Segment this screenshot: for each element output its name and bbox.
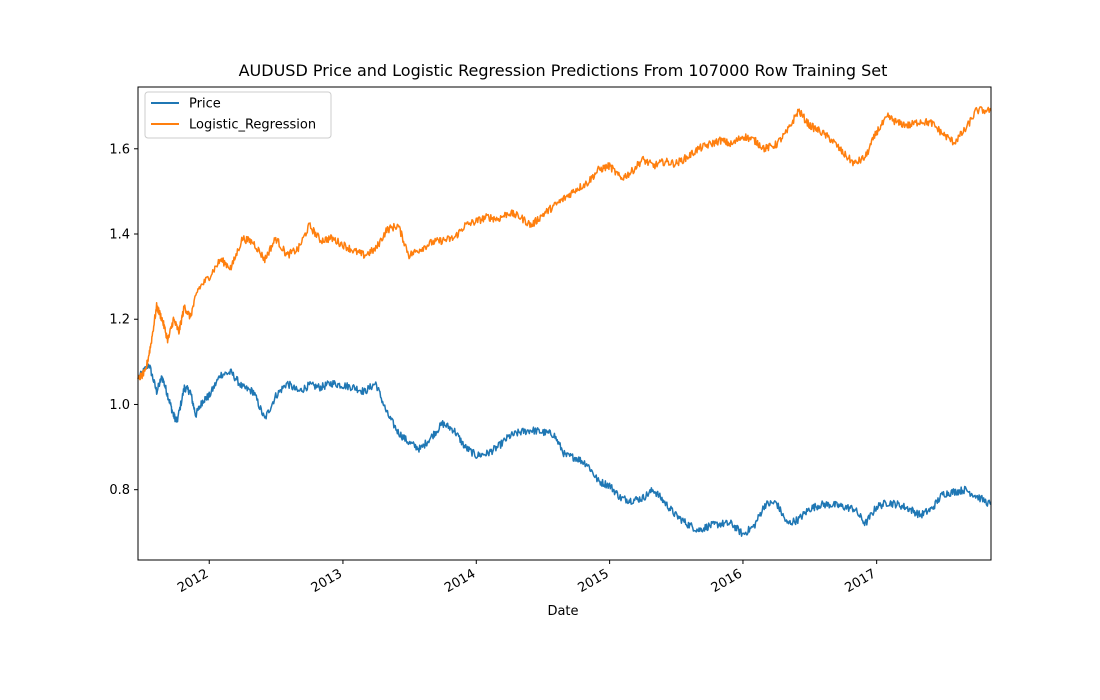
x-axis-title: Date — [547, 604, 578, 619]
y-tick-label: 1.2 — [109, 313, 130, 328]
legend-box — [144, 91, 332, 139]
series-line-1 — [137, 106, 992, 381]
plot-frame — [137, 86, 992, 561]
y-tick-label: 1.6 — [109, 142, 130, 157]
series-layer — [137, 106, 992, 537]
legend-entry: Logistic_Regression — [189, 118, 316, 133]
y-axis: 0.8 1.0 1.2 1.4 1.6 — [109, 142, 138, 498]
legend-entry: Price — [189, 97, 221, 112]
y-tick-label: 1.4 — [109, 228, 130, 243]
y-tick-label: 1.0 — [109, 398, 130, 413]
series-line-0 — [137, 363, 992, 537]
legend: Price Logistic_Regression — [144, 91, 332, 139]
chart-title: AUDUSD Price and Logistic Regression Pre… — [239, 61, 888, 80]
y-tick-label: 0.8 — [109, 483, 130, 498]
